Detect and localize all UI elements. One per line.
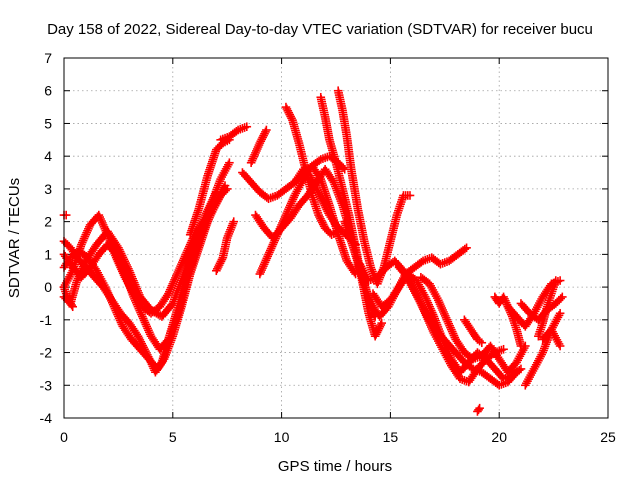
- data-point: [405, 191, 415, 200]
- data-point: [554, 295, 564, 305]
- y-axis-label: SDTVAR / TECUs: [6, 178, 23, 298]
- data-point: [262, 125, 271, 135]
- data-point: [220, 181, 230, 190]
- y-tick-labels: -4 -3 -2 -1 0 1 2 3 4 5 6 7: [40, 50, 53, 426]
- x-tick-label: 25: [600, 429, 616, 445]
- data-point: [61, 238, 70, 248]
- y-tick-label: -4: [40, 410, 53, 426]
- data-point: [516, 341, 526, 351]
- data-point: [474, 405, 483, 415]
- data-point: [68, 302, 78, 312]
- data-point: [215, 142, 224, 151]
- y-tick-label: 2: [44, 214, 52, 230]
- data-point: [242, 122, 252, 132]
- x-tick-labels: 0 5 10 15 20 25: [60, 429, 616, 445]
- y-tick-label: -3: [40, 377, 53, 393]
- data-point: [477, 338, 487, 348]
- data-point: [207, 207, 217, 217]
- y-tick-label: 7: [44, 50, 52, 66]
- y-tick-label: 0: [44, 279, 52, 295]
- x-tick-label: 10: [274, 429, 290, 445]
- x-tick-label: 0: [60, 429, 68, 445]
- y-tick-label: -2: [40, 345, 53, 361]
- data-point: [551, 276, 561, 285]
- data-point: [377, 318, 386, 328]
- y-tick-label: 4: [44, 148, 52, 164]
- data-point: [225, 158, 234, 168]
- y-tick-label: 1: [44, 246, 52, 262]
- data-point: [462, 243, 471, 253]
- data-point: [499, 344, 508, 354]
- data-point: [558, 292, 567, 302]
- y-tick-label: -1: [40, 312, 53, 328]
- y-tick-label: 3: [44, 181, 52, 197]
- data-points: [59, 86, 567, 416]
- chart-title: Day 158 of 2022, Sidereal Day-to-day VTE…: [47, 21, 593, 38]
- grid-lines: [64, 58, 608, 418]
- data-point: [555, 341, 565, 351]
- data-point: [475, 403, 484, 413]
- x-tick-label: 20: [491, 429, 507, 445]
- plot-frame: [63, 57, 609, 419]
- data-point: [556, 294, 565, 303]
- x-tick-label: 15: [383, 429, 399, 445]
- data-point: [229, 217, 239, 226]
- data-point: [555, 308, 565, 318]
- data-point: [212, 187, 221, 197]
- y-tick-label: 6: [44, 83, 52, 99]
- data-point: [516, 364, 526, 374]
- data-point: [62, 240, 72, 249]
- y-tick-label: 5: [44, 115, 52, 131]
- x-tick-label: 5: [169, 429, 177, 445]
- data-point: [337, 161, 346, 171]
- x-axis-label: GPS time / hours: [278, 458, 392, 475]
